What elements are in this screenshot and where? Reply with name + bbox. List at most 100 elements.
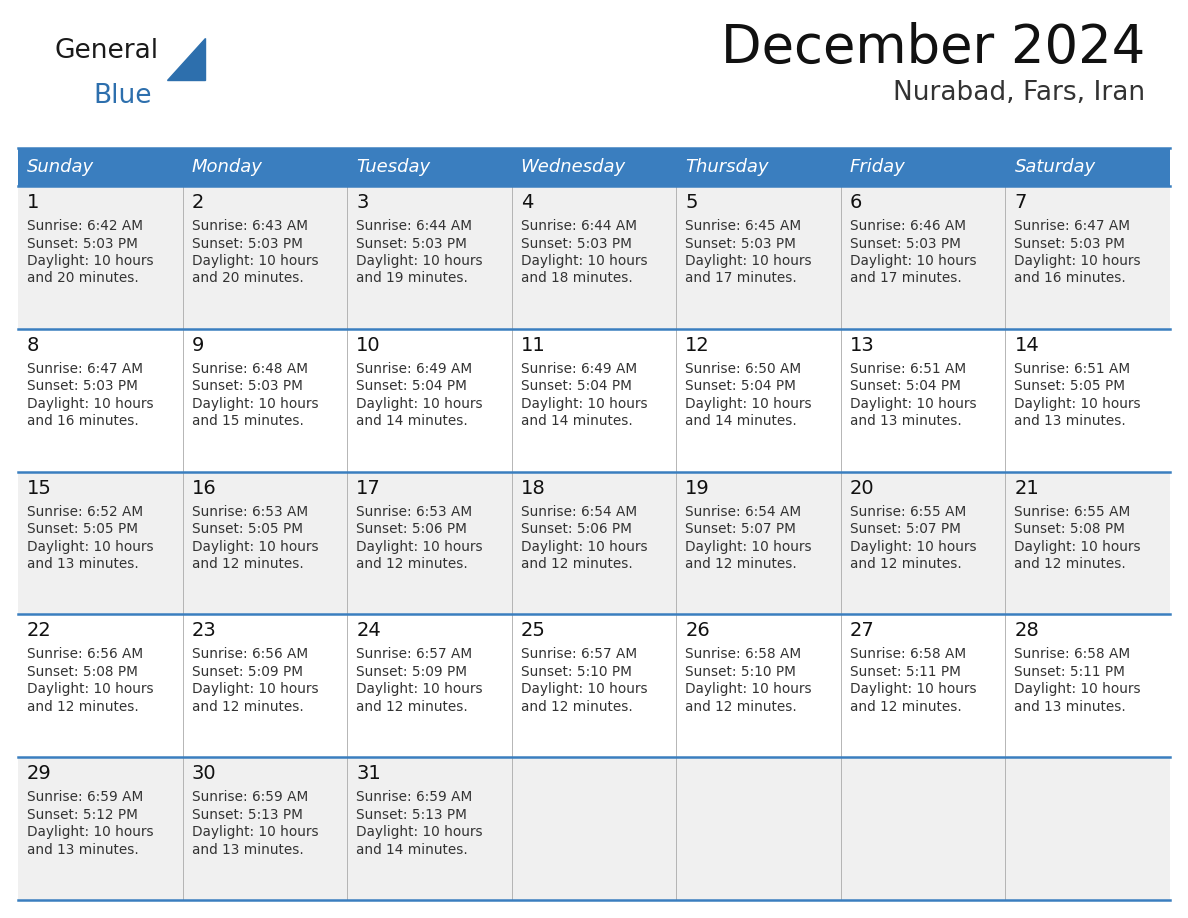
- Text: 17: 17: [356, 478, 381, 498]
- Text: Saturday: Saturday: [1015, 158, 1095, 176]
- Text: Nurabad, Fars, Iran: Nurabad, Fars, Iran: [893, 80, 1145, 106]
- Text: Sunset: 5:09 PM: Sunset: 5:09 PM: [191, 665, 303, 679]
- Text: and 13 minutes.: and 13 minutes.: [191, 843, 303, 856]
- Text: Sunrise: 6:57 AM: Sunrise: 6:57 AM: [356, 647, 473, 661]
- Bar: [18, 148, 1170, 186]
- Text: Sunset: 5:03 PM: Sunset: 5:03 PM: [520, 237, 632, 251]
- Text: Sunset: 5:11 PM: Sunset: 5:11 PM: [1015, 665, 1125, 679]
- Text: and 13 minutes.: and 13 minutes.: [1015, 700, 1126, 714]
- Text: Sunset: 5:12 PM: Sunset: 5:12 PM: [27, 808, 138, 822]
- Text: Daylight: 10 hours: Daylight: 10 hours: [27, 682, 153, 697]
- Text: Sunset: 5:03 PM: Sunset: 5:03 PM: [685, 237, 796, 251]
- Text: 20: 20: [849, 478, 874, 498]
- Text: 24: 24: [356, 621, 381, 641]
- Text: Daylight: 10 hours: Daylight: 10 hours: [1015, 540, 1140, 554]
- Text: Daylight: 10 hours: Daylight: 10 hours: [520, 397, 647, 410]
- Text: Sunrise: 6:46 AM: Sunrise: 6:46 AM: [849, 219, 966, 233]
- Text: and 12 minutes.: and 12 minutes.: [1015, 557, 1126, 571]
- Text: 23: 23: [191, 621, 216, 641]
- Text: and 17 minutes.: and 17 minutes.: [849, 272, 961, 285]
- Text: Sunrise: 6:49 AM: Sunrise: 6:49 AM: [356, 362, 473, 375]
- Text: Daylight: 10 hours: Daylight: 10 hours: [1015, 254, 1140, 268]
- Text: Monday: Monday: [191, 158, 263, 176]
- Text: Sunset: 5:10 PM: Sunset: 5:10 PM: [685, 665, 796, 679]
- Text: Sunrise: 6:52 AM: Sunrise: 6:52 AM: [27, 505, 143, 519]
- Text: Daylight: 10 hours: Daylight: 10 hours: [849, 397, 977, 410]
- Text: 5: 5: [685, 193, 697, 212]
- Text: Sunrise: 6:59 AM: Sunrise: 6:59 AM: [27, 790, 144, 804]
- Text: and 14 minutes.: and 14 minutes.: [520, 414, 632, 429]
- Text: Sunset: 5:08 PM: Sunset: 5:08 PM: [27, 665, 138, 679]
- Text: Tuesday: Tuesday: [356, 158, 430, 176]
- Text: Sunset: 5:03 PM: Sunset: 5:03 PM: [191, 237, 303, 251]
- Bar: [18, 186, 1170, 329]
- Text: Sunrise: 6:51 AM: Sunrise: 6:51 AM: [849, 362, 966, 375]
- Text: General: General: [55, 38, 159, 64]
- Text: Daylight: 10 hours: Daylight: 10 hours: [191, 682, 318, 697]
- Text: Daylight: 10 hours: Daylight: 10 hours: [1015, 397, 1140, 410]
- Text: and 12 minutes.: and 12 minutes.: [191, 700, 303, 714]
- Text: Sunset: 5:03 PM: Sunset: 5:03 PM: [356, 237, 467, 251]
- Text: Daylight: 10 hours: Daylight: 10 hours: [685, 540, 811, 554]
- Text: Sunset: 5:03 PM: Sunset: 5:03 PM: [849, 237, 961, 251]
- Text: Sunrise: 6:58 AM: Sunrise: 6:58 AM: [685, 647, 802, 661]
- Text: Sunset: 5:13 PM: Sunset: 5:13 PM: [191, 808, 303, 822]
- Text: and 12 minutes.: and 12 minutes.: [356, 557, 468, 571]
- Text: Sunrise: 6:54 AM: Sunrise: 6:54 AM: [685, 505, 802, 519]
- Text: Sunrise: 6:43 AM: Sunrise: 6:43 AM: [191, 219, 308, 233]
- Text: and 18 minutes.: and 18 minutes.: [520, 272, 632, 285]
- Text: Daylight: 10 hours: Daylight: 10 hours: [849, 682, 977, 697]
- Text: December 2024: December 2024: [721, 22, 1145, 74]
- Text: and 12 minutes.: and 12 minutes.: [849, 700, 961, 714]
- Text: and 13 minutes.: and 13 minutes.: [1015, 414, 1126, 429]
- Text: and 16 minutes.: and 16 minutes.: [27, 414, 139, 429]
- Text: Sunrise: 6:50 AM: Sunrise: 6:50 AM: [685, 362, 802, 375]
- Text: Daylight: 10 hours: Daylight: 10 hours: [685, 254, 811, 268]
- Text: 25: 25: [520, 621, 545, 641]
- Bar: [18, 614, 1170, 757]
- Polygon shape: [168, 38, 206, 80]
- Text: Daylight: 10 hours: Daylight: 10 hours: [27, 540, 153, 554]
- Text: 8: 8: [27, 336, 39, 354]
- Text: and 13 minutes.: and 13 minutes.: [849, 414, 961, 429]
- Text: Sunset: 5:08 PM: Sunset: 5:08 PM: [1015, 522, 1125, 536]
- Text: Sunset: 5:07 PM: Sunset: 5:07 PM: [685, 522, 796, 536]
- Text: 6: 6: [849, 193, 862, 212]
- Text: and 12 minutes.: and 12 minutes.: [356, 700, 468, 714]
- Text: and 15 minutes.: and 15 minutes.: [191, 414, 303, 429]
- Text: and 20 minutes.: and 20 minutes.: [27, 272, 139, 285]
- Text: Sunrise: 6:56 AM: Sunrise: 6:56 AM: [191, 647, 308, 661]
- Text: and 12 minutes.: and 12 minutes.: [849, 557, 961, 571]
- Text: Sunset: 5:07 PM: Sunset: 5:07 PM: [849, 522, 961, 536]
- Text: Sunrise: 6:58 AM: Sunrise: 6:58 AM: [849, 647, 966, 661]
- Text: 2: 2: [191, 193, 204, 212]
- Text: and 17 minutes.: and 17 minutes.: [685, 272, 797, 285]
- Text: Sunset: 5:04 PM: Sunset: 5:04 PM: [685, 379, 796, 393]
- Text: Daylight: 10 hours: Daylight: 10 hours: [1015, 682, 1140, 697]
- Text: Daylight: 10 hours: Daylight: 10 hours: [27, 397, 153, 410]
- Text: 27: 27: [849, 621, 874, 641]
- Text: 11: 11: [520, 336, 545, 354]
- Text: and 19 minutes.: and 19 minutes.: [356, 272, 468, 285]
- Text: 30: 30: [191, 764, 216, 783]
- Text: Sunrise: 6:55 AM: Sunrise: 6:55 AM: [1015, 505, 1131, 519]
- Text: Sunrise: 6:44 AM: Sunrise: 6:44 AM: [356, 219, 472, 233]
- Text: 15: 15: [27, 478, 52, 498]
- Text: and 14 minutes.: and 14 minutes.: [685, 414, 797, 429]
- Text: 4: 4: [520, 193, 533, 212]
- Text: Sunset: 5:11 PM: Sunset: 5:11 PM: [849, 665, 961, 679]
- Text: 3: 3: [356, 193, 368, 212]
- Text: 1: 1: [27, 193, 39, 212]
- Text: Sunrise: 6:49 AM: Sunrise: 6:49 AM: [520, 362, 637, 375]
- Text: 14: 14: [1015, 336, 1040, 354]
- Text: Sunrise: 6:47 AM: Sunrise: 6:47 AM: [27, 362, 143, 375]
- Text: Sunday: Sunday: [27, 158, 94, 176]
- Text: and 12 minutes.: and 12 minutes.: [520, 557, 632, 571]
- Text: and 14 minutes.: and 14 minutes.: [356, 414, 468, 429]
- Text: and 13 minutes.: and 13 minutes.: [27, 843, 139, 856]
- Text: Wednesday: Wednesday: [520, 158, 626, 176]
- Text: Sunset: 5:04 PM: Sunset: 5:04 PM: [520, 379, 632, 393]
- Text: Sunrise: 6:56 AM: Sunrise: 6:56 AM: [27, 647, 143, 661]
- Text: Sunrise: 6:47 AM: Sunrise: 6:47 AM: [1015, 219, 1131, 233]
- Text: and 12 minutes.: and 12 minutes.: [685, 557, 797, 571]
